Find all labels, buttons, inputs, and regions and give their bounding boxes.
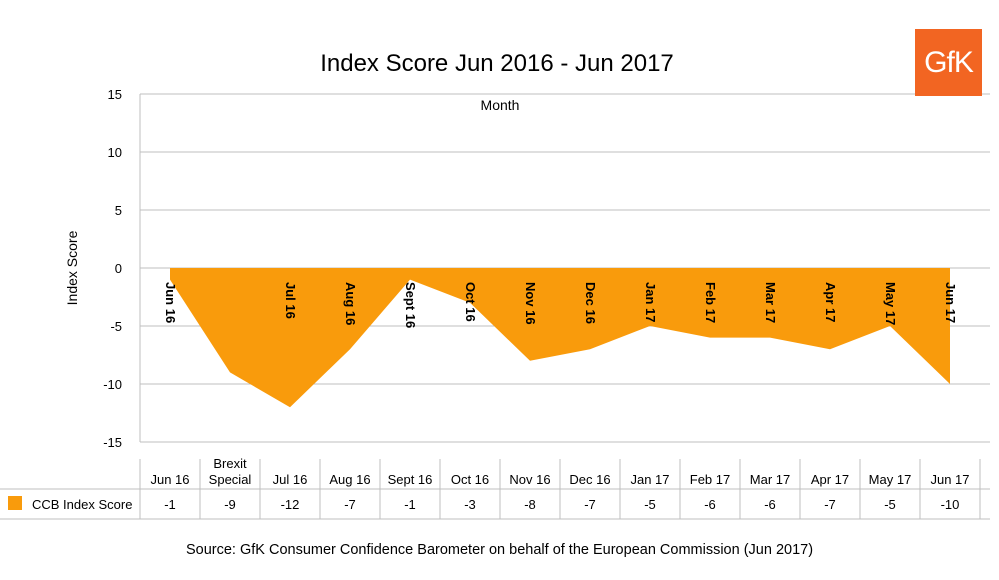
table-header-cell: Jan 17 bbox=[630, 472, 669, 487]
x-axis-rotated-labels: Jun 16 Jul 16 Aug 16 Sept 16 Oct 16 Nov 16 Dec… bbox=[163, 282, 958, 328]
y-tick-label: -15 bbox=[103, 435, 122, 450]
x-tick-label: Jul 16 bbox=[283, 282, 298, 319]
table-header-cell: Sept 16 bbox=[388, 472, 433, 487]
table-header-cell: Jul 16 bbox=[273, 472, 308, 487]
x-tick-label: Mar 17 bbox=[763, 282, 778, 323]
table-value-cell: -7 bbox=[824, 497, 836, 512]
table-value-cell: -6 bbox=[764, 497, 776, 512]
x-tick-label: Aug 16 bbox=[343, 282, 358, 325]
table-header-cell: Oct 16 bbox=[451, 472, 489, 487]
table-value-cell: -1 bbox=[164, 497, 176, 512]
x-tick-label: Oct 16 bbox=[463, 282, 478, 322]
table-value-cell: -1 bbox=[404, 497, 416, 512]
x-tick-label: Nov 16 bbox=[523, 282, 538, 325]
table-header-cell: Aug 16 bbox=[329, 472, 370, 487]
x-tick-label: Jan 17 bbox=[643, 282, 658, 322]
table-value-cell: -10 bbox=[941, 497, 960, 512]
table-header-cell: Apr 17 bbox=[811, 472, 849, 487]
table-value-cell: -7 bbox=[584, 497, 596, 512]
area-series-ccb-index-score bbox=[170, 268, 950, 408]
table-header-cell: Feb 17 bbox=[690, 472, 730, 487]
table-value-cell: -6 bbox=[704, 497, 716, 512]
data-table: Jun 16 Brexit Special Jul 16 Aug 16 Sept 16 Oc… bbox=[0, 456, 990, 520]
table-value-cell: -5 bbox=[884, 497, 896, 512]
y-axis: 15 10 5 0 -5 -10 -15 bbox=[103, 87, 122, 450]
table-value-cell: -3 bbox=[464, 497, 476, 512]
table-value-cell: -5 bbox=[644, 497, 656, 512]
y-tick-label: 5 bbox=[115, 203, 122, 218]
source-note: Source: GfK Consumer Confidence Baromete… bbox=[185, 542, 814, 558]
x-tick-label: Dec 16 bbox=[583, 282, 598, 324]
y-tick-label: 15 bbox=[108, 87, 122, 102]
plot-area bbox=[170, 268, 950, 408]
table-header-cell: May 17 bbox=[869, 472, 912, 487]
chart-title: Index Score Jun 2016 - Jun 2017 bbox=[320, 50, 674, 77]
table-header-cell: Mar 17 bbox=[750, 472, 790, 487]
y-tick-label: 10 bbox=[108, 145, 122, 160]
table-header-cell: Jun 17 bbox=[930, 472, 969, 487]
table-value-cell: -9 bbox=[224, 497, 236, 512]
x-tick-label: Jun 16 bbox=[163, 282, 178, 323]
x-tick-label: Apr 17 bbox=[823, 282, 838, 322]
table-header-cell: Brexit Special bbox=[209, 456, 252, 487]
table-value-cell: -8 bbox=[524, 497, 536, 512]
y-tick-label: 0 bbox=[115, 261, 122, 276]
gfk-logo: GfK bbox=[915, 29, 982, 96]
y-tick-label: -10 bbox=[103, 377, 122, 392]
x-tick-label: Sept 16 bbox=[403, 282, 418, 328]
table-header-cell: Nov 16 bbox=[509, 472, 550, 487]
x-tick-label: Jun 17 bbox=[943, 282, 958, 323]
legend-label: CCB Index Score bbox=[32, 497, 132, 512]
table-value-cell: -7 bbox=[344, 497, 356, 512]
y-axis-label: Index Score bbox=[64, 230, 80, 305]
x-axis-label: Month bbox=[481, 97, 520, 113]
table-value-cell: -12 bbox=[281, 497, 300, 512]
legend-swatch bbox=[8, 496, 22, 510]
table-header-cell: Dec 16 bbox=[569, 472, 610, 487]
x-tick-label: Feb 17 bbox=[703, 282, 718, 323]
x-tick-label: May 17 bbox=[883, 282, 898, 325]
y-tick-label: -5 bbox=[110, 319, 122, 334]
table-header-cell: Jun 16 bbox=[150, 472, 189, 487]
